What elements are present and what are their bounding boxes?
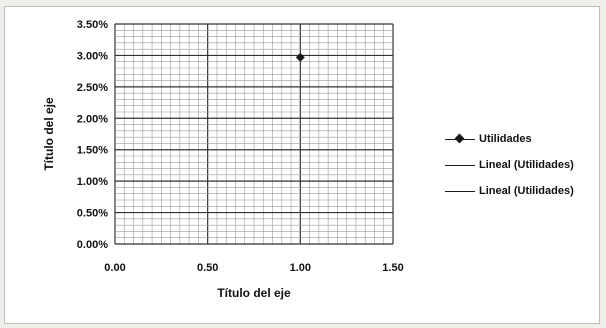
chart-plot: 0.00% 0.50% 1.00% 1.50% 2.00% 2.50% 3.00% 3.50%…: [42, 19, 404, 300]
legend: Utilidades Lineal (Utilidades) Lineal (U…: [445, 132, 574, 210]
y-tick-label: 3.00%: [77, 50, 108, 62]
legend-label: Utilidades: [479, 133, 532, 145]
x-axis-title: Título del eje: [217, 286, 291, 300]
x-tick-label: 0.00: [104, 262, 125, 274]
x-tick-label: 1.00: [290, 262, 311, 274]
legend-line-icon: [445, 184, 475, 198]
legend-diamond-line-icon: [445, 132, 475, 146]
legend-item-lineal-2: Lineal (Utilidades): [445, 184, 574, 198]
y-tick-label: 1.00%: [77, 176, 108, 188]
y-tick-label: 2.00%: [77, 113, 108, 125]
y-axis-title: Título del eje: [42, 97, 56, 171]
legend-label: Lineal (Utilidades): [479, 159, 574, 171]
tick-labels: 0.00% 0.50% 1.00% 1.50% 2.00% 2.50% 3.00% 3.50%…: [77, 19, 404, 274]
legend-item-utilidades: Utilidades: [445, 132, 574, 146]
y-tick-label: 1.50%: [77, 145, 108, 157]
y-tick-label: 0.00%: [77, 239, 108, 251]
legend-label: Lineal (Utilidades): [479, 185, 574, 197]
y-tick-label: 2.50%: [77, 82, 108, 94]
data-points: [295, 52, 305, 62]
y-tick-label: 0.50%: [77, 208, 108, 220]
x-tick-label: 1.50: [382, 262, 403, 274]
x-tick-label: 0.50: [197, 262, 218, 274]
grid-lines: [114, 23, 394, 245]
legend-item-lineal-1: Lineal (Utilidades): [445, 158, 574, 172]
y-tick-label: 3.50%: [77, 19, 108, 31]
chart-frame: 0.00% 0.50% 1.00% 1.50% 2.00% 2.50% 3.00% 3.50%…: [4, 6, 600, 324]
legend-line-icon: [445, 158, 475, 172]
data-point-diamond: [295, 52, 305, 62]
